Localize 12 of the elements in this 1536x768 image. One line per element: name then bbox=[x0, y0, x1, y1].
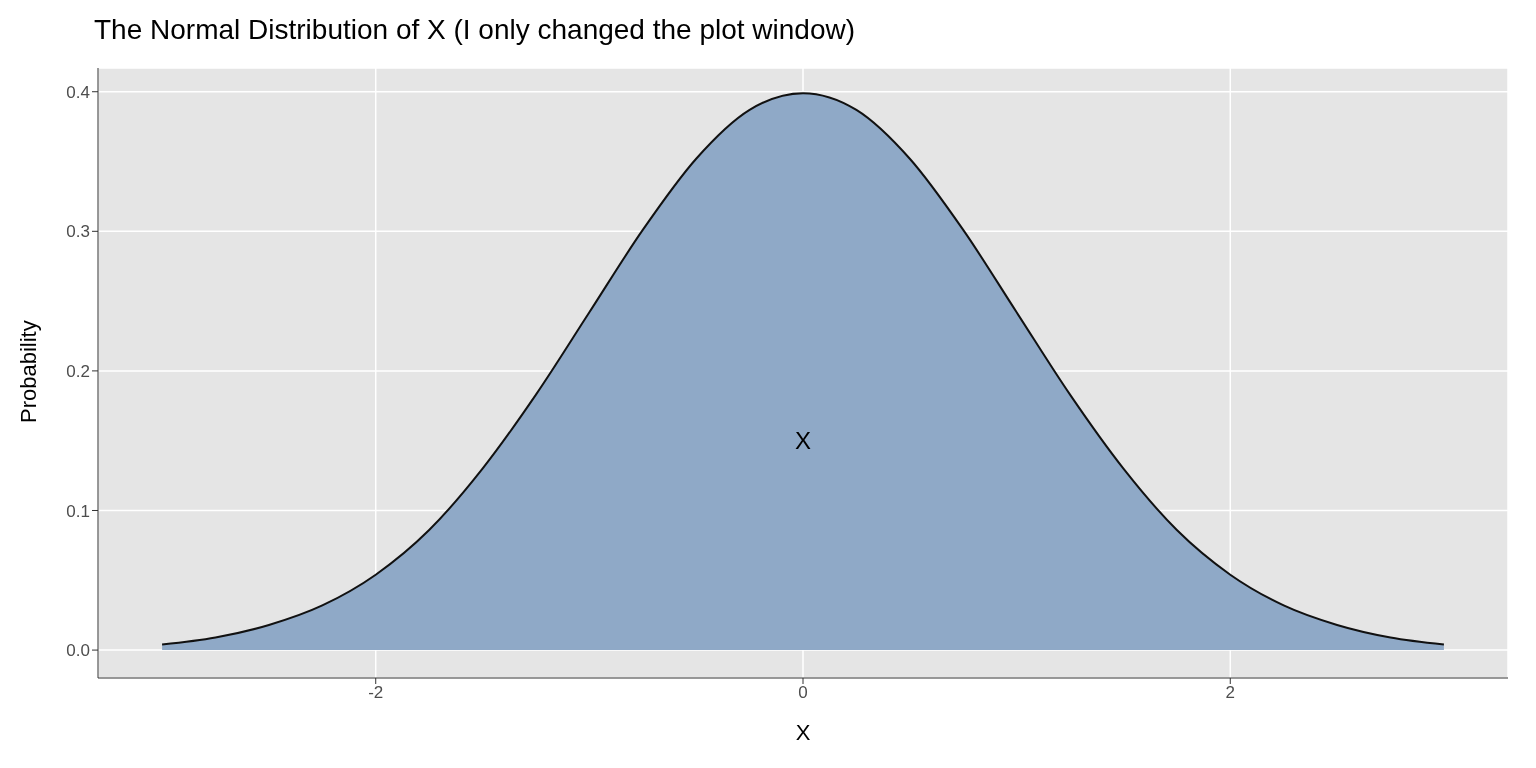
annotation: X bbox=[794, 426, 812, 454]
y-tick-label: 0.2 bbox=[66, 361, 90, 381]
y-tick-label: 0.3 bbox=[66, 222, 90, 242]
y-axis-title: Probability bbox=[15, 320, 41, 423]
x-tick-label: 0 bbox=[798, 683, 808, 703]
y-tick-label: 0.0 bbox=[66, 641, 90, 661]
x-tick-label: -2 bbox=[368, 683, 384, 703]
chart-title: The Normal Distribution of X (I only changed the plot window) bbox=[93, 13, 857, 47]
x-tick-label: 2 bbox=[1225, 683, 1236, 703]
x-axis-title: X bbox=[795, 720, 811, 745]
y-tick-label: 0.4 bbox=[66, 82, 90, 102]
y-tick-label: 0.1 bbox=[66, 501, 90, 521]
